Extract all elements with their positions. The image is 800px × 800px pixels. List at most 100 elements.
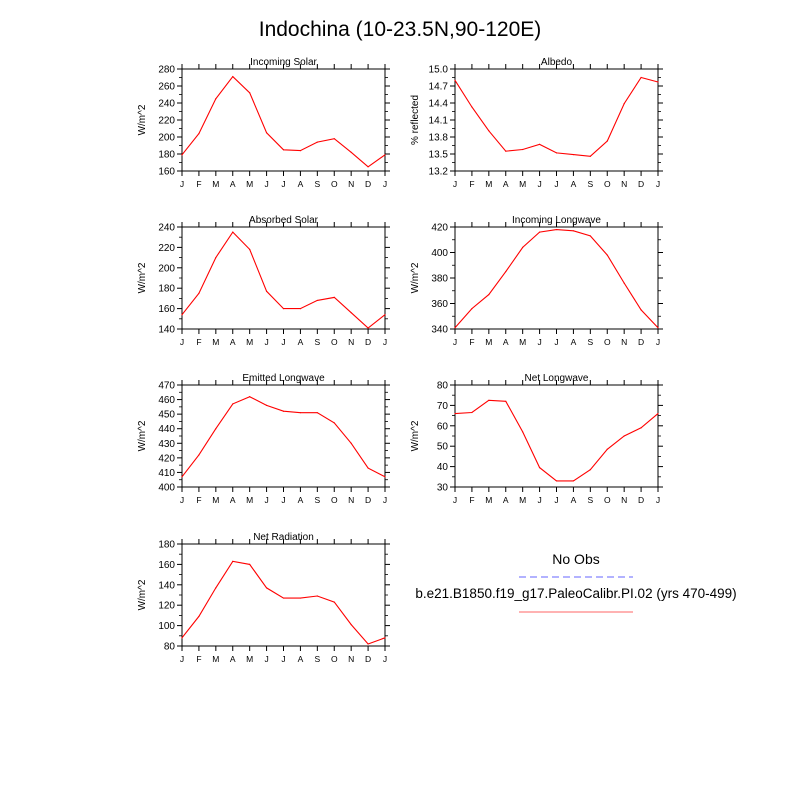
- data-point: [215, 428, 217, 430]
- data-point: [232, 231, 234, 233]
- data-point: [384, 637, 386, 639]
- x-tick-label: M: [212, 337, 219, 347]
- y-tick-label: 80: [437, 381, 449, 392]
- data-point: [640, 76, 642, 79]
- data-point: [640, 427, 642, 429]
- x-tick-label: S: [587, 179, 593, 189]
- data-point: [471, 411, 473, 414]
- data-point: [555, 480, 558, 482]
- y-axis-label: W/m^2: [137, 579, 148, 610]
- data-point: [522, 246, 524, 248]
- x-tick-label: A: [503, 495, 509, 505]
- panel-title: Incoming Solar: [250, 57, 317, 68]
- x-tick-label: J: [281, 179, 285, 189]
- data-point: [623, 102, 625, 105]
- data-point: [316, 595, 318, 597]
- data-point: [333, 601, 335, 603]
- plot-frame: [181, 543, 386, 647]
- y-tick-label: 180: [158, 540, 175, 551]
- data-point: [555, 228, 558, 231]
- x-tick-label: J: [554, 179, 558, 189]
- data-point: [333, 138, 335, 140]
- data-point: [265, 290, 268, 292]
- series-line: [181, 560, 386, 645]
- y-tick-label: 14.1: [429, 116, 449, 127]
- y-tick-label: 380: [431, 274, 448, 285]
- x-tick-label: N: [348, 654, 354, 664]
- x-tick-label: D: [638, 337, 644, 347]
- x-tick-label: J: [453, 179, 457, 189]
- x-tick-label: J: [180, 495, 184, 505]
- y-tick-label: 360: [431, 299, 448, 310]
- y-tick-label: 30: [437, 483, 449, 494]
- legend: No Obs b.e21.B1850.f19_g17.PaleoCalibr.P…: [415, 551, 737, 613]
- plot-frame: [454, 68, 659, 172]
- x-tick-label: A: [230, 654, 236, 664]
- y-tick-label: 260: [158, 82, 175, 93]
- data-point: [299, 597, 302, 599]
- x-tick-label: D: [365, 654, 371, 664]
- x-tick-label: J: [383, 654, 387, 664]
- x-tick-label: S: [587, 495, 593, 505]
- data-point: [606, 140, 608, 142]
- x-tick-label: A: [298, 179, 304, 189]
- x-tick-label: J: [281, 654, 285, 664]
- y-tick-label: 430: [158, 439, 175, 450]
- data-point: [572, 230, 575, 232]
- data-point: [232, 560, 234, 562]
- panel-title: Net Longwave: [525, 373, 589, 384]
- data-point: [555, 152, 558, 154]
- data-point: [572, 153, 575, 156]
- x-tick-label: N: [348, 495, 354, 505]
- x-tick-label: O: [604, 495, 611, 505]
- x-tick-label: J: [180, 337, 184, 347]
- x-tick-label: J: [537, 495, 541, 505]
- data-point: [657, 81, 659, 83]
- data-point: [181, 476, 183, 478]
- data-point: [572, 480, 575, 482]
- data-point: [316, 141, 318, 143]
- y-tick-label: 13.8: [429, 133, 449, 144]
- data-point: [522, 431, 524, 433]
- y-tick-label: 15.0: [429, 65, 449, 76]
- y-tick-label: 100: [158, 621, 175, 632]
- data-point: [181, 154, 183, 156]
- x-tick-label: A: [503, 337, 509, 347]
- x-tick-label: M: [485, 495, 492, 505]
- x-tick-label: F: [196, 495, 201, 505]
- x-tick-label: N: [348, 337, 354, 347]
- y-tick-label: 60: [437, 421, 449, 432]
- data-point: [249, 92, 251, 94]
- data-point: [488, 293, 490, 296]
- y-tick-label: 140: [158, 325, 175, 336]
- data-point: [589, 469, 591, 471]
- x-tick-label: J: [383, 495, 387, 505]
- data-point: [657, 412, 659, 415]
- x-tick-label: J: [453, 337, 457, 347]
- x-tick-label: D: [365, 495, 371, 505]
- y-tick-label: 450: [158, 410, 175, 421]
- data-point: [265, 132, 268, 134]
- plot-frame: [454, 384, 659, 488]
- data-point: [488, 399, 490, 401]
- data-point: [606, 254, 608, 256]
- data-point: [606, 448, 608, 450]
- data-point: [249, 248, 251, 251]
- series-line: [454, 229, 659, 329]
- data-point: [367, 327, 369, 329]
- y-tick-label: 440: [158, 424, 175, 435]
- y-axis-label: W/m^2: [137, 262, 148, 293]
- x-tick-label: J: [537, 337, 541, 347]
- data-point: [657, 327, 659, 329]
- data-point: [471, 106, 473, 108]
- x-tick-label: S: [314, 495, 320, 505]
- y-tick-label: 200: [158, 263, 175, 274]
- data-point: [522, 148, 524, 151]
- x-tick-label: A: [230, 179, 236, 189]
- y-tick-label: 220: [158, 243, 175, 254]
- data-point: [350, 151, 352, 153]
- data-point: [282, 410, 285, 412]
